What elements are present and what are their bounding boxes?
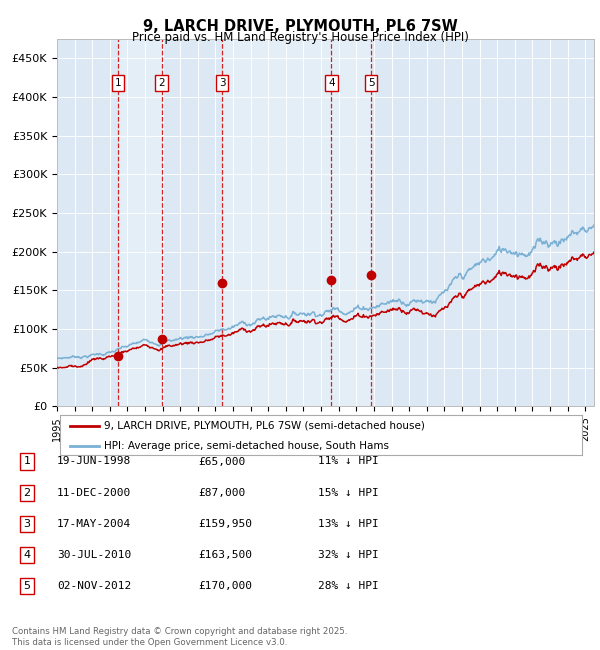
Text: £163,500: £163,500 xyxy=(198,550,252,560)
Text: 19-JUN-1998: 19-JUN-1998 xyxy=(57,456,131,467)
Text: £87,000: £87,000 xyxy=(198,488,245,498)
Text: 1: 1 xyxy=(23,456,31,467)
Text: 3: 3 xyxy=(23,519,31,529)
Text: 28% ↓ HPI: 28% ↓ HPI xyxy=(318,581,379,592)
Text: 11% ↓ HPI: 11% ↓ HPI xyxy=(318,456,379,467)
Text: £65,000: £65,000 xyxy=(198,456,245,467)
Text: 2: 2 xyxy=(23,488,31,498)
Text: 3: 3 xyxy=(219,78,226,88)
Text: 2: 2 xyxy=(158,78,165,88)
Text: £170,000: £170,000 xyxy=(198,581,252,592)
Text: 30-JUL-2010: 30-JUL-2010 xyxy=(57,550,131,560)
Text: 13% ↓ HPI: 13% ↓ HPI xyxy=(318,519,379,529)
Text: 11-DEC-2000: 11-DEC-2000 xyxy=(57,488,131,498)
Text: Price paid vs. HM Land Registry's House Price Index (HPI): Price paid vs. HM Land Registry's House … xyxy=(131,31,469,44)
Bar xyxy=(222,39,371,406)
Bar xyxy=(118,39,161,406)
Text: 4: 4 xyxy=(328,78,335,88)
Text: Contains HM Land Registry data © Crown copyright and database right 2025.
This d: Contains HM Land Registry data © Crown c… xyxy=(12,627,347,647)
Text: 5: 5 xyxy=(368,78,374,88)
Text: 9, LARCH DRIVE, PLYMOUTH, PL6 7SW (semi-detached house): 9, LARCH DRIVE, PLYMOUTH, PL6 7SW (semi-… xyxy=(104,421,425,431)
Text: 5: 5 xyxy=(23,581,31,592)
Text: £159,950: £159,950 xyxy=(198,519,252,529)
Text: 02-NOV-2012: 02-NOV-2012 xyxy=(57,581,131,592)
Text: 17-MAY-2004: 17-MAY-2004 xyxy=(57,519,131,529)
Text: 1: 1 xyxy=(115,78,121,88)
Text: 32% ↓ HPI: 32% ↓ HPI xyxy=(318,550,379,560)
Text: 9, LARCH DRIVE, PLYMOUTH, PL6 7SW: 9, LARCH DRIVE, PLYMOUTH, PL6 7SW xyxy=(143,19,457,34)
Text: 4: 4 xyxy=(23,550,31,560)
Text: HPI: Average price, semi-detached house, South Hams: HPI: Average price, semi-detached house,… xyxy=(104,441,389,451)
Text: 15% ↓ HPI: 15% ↓ HPI xyxy=(318,488,379,498)
